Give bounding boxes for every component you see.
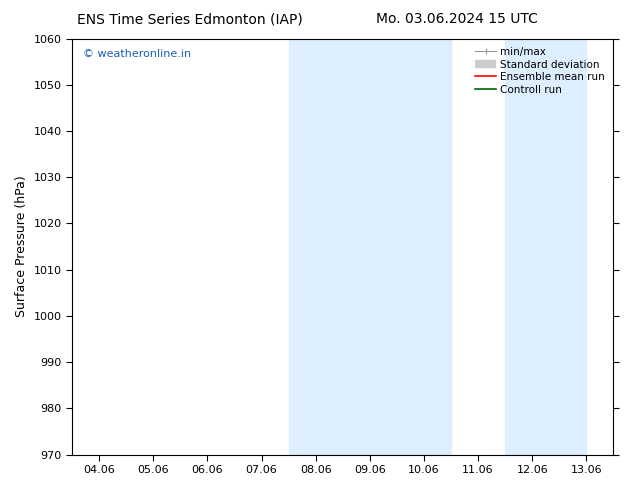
Bar (505, 39, 586, 455)
Text: © weatheronline.in: © weatheronline.in (83, 49, 191, 59)
Y-axis label: Surface Pressure (hPa): Surface Pressure (hPa) (15, 176, 28, 318)
Text: ENS Time Series Edmonton (IAP): ENS Time Series Edmonton (IAP) (77, 12, 303, 26)
Bar (288, 39, 451, 455)
Text: Mo. 03.06.2024 15 UTC: Mo. 03.06.2024 15 UTC (375, 12, 538, 26)
Legend: min/max, Standard deviation, Ensemble mean run, Controll run: min/max, Standard deviation, Ensemble me… (472, 44, 608, 98)
